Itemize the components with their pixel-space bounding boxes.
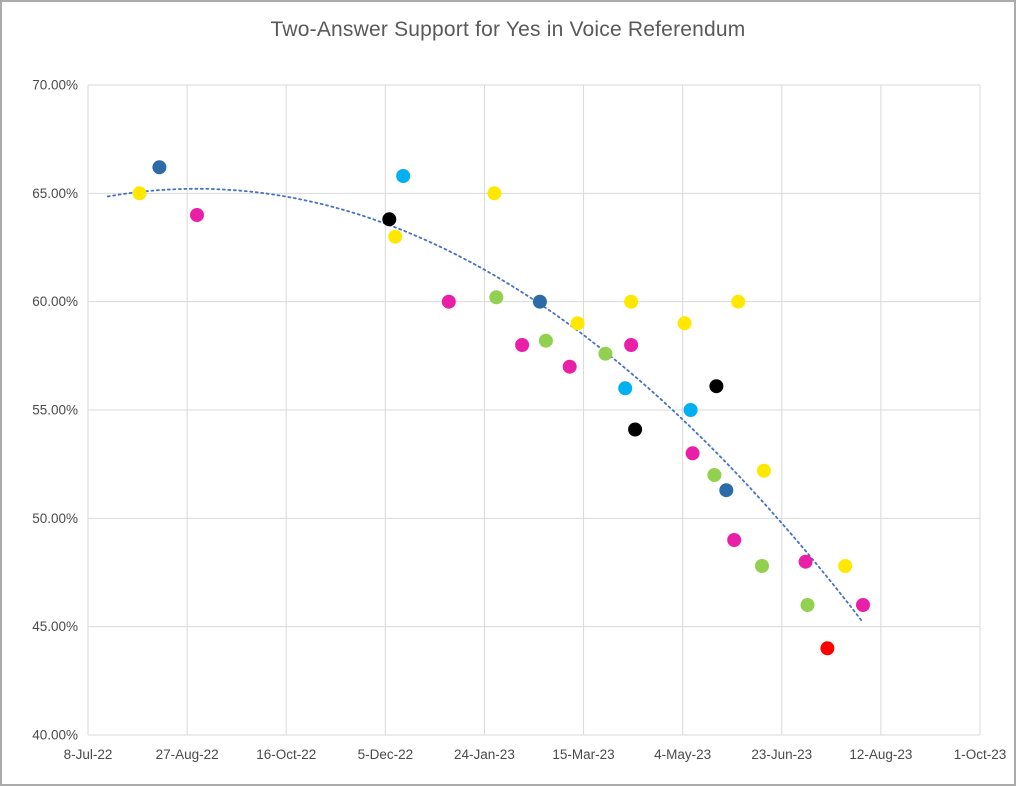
data-point — [598, 346, 613, 361]
x-axis-tick-label: 24-Jan-23 — [454, 747, 515, 762]
data-point — [820, 641, 835, 656]
data-point — [487, 186, 502, 201]
data-point — [441, 294, 456, 309]
x-axis-tick-label: 4-May-23 — [654, 747, 711, 762]
data-point — [731, 294, 746, 309]
data-point — [618, 381, 633, 396]
x-axis-tick-label: 5-Dec-22 — [358, 747, 414, 762]
data-point — [838, 559, 853, 573]
y-axis-tick-label: 65.00% — [32, 186, 78, 201]
data-point — [677, 316, 692, 331]
x-axis-tick-label: 8-Jul-22 — [64, 747, 113, 762]
data-point — [538, 333, 553, 348]
data-point — [856, 598, 870, 612]
x-axis-tick-label: 1-Oct-23 — [954, 747, 1007, 762]
data-point — [709, 379, 724, 394]
trendline — [106, 187, 864, 624]
y-axis-tick-label: 55.00% — [32, 403, 78, 418]
y-axis-tick-label: 40.00% — [32, 728, 78, 743]
data-point — [515, 338, 530, 352]
data-point — [388, 229, 403, 244]
data-point — [190, 208, 204, 222]
data-point — [396, 169, 411, 183]
x-axis-tick-label: 16-Oct-22 — [256, 747, 316, 762]
data-point — [719, 483, 734, 498]
data-point — [683, 403, 698, 417]
data-point — [624, 294, 639, 309]
data-point — [382, 212, 397, 227]
data-point — [800, 598, 815, 612]
data-point — [489, 290, 504, 305]
data-point — [685, 446, 700, 461]
data-point — [570, 316, 585, 331]
y-axis-tick-label: 45.00% — [32, 619, 78, 634]
y-axis-tick-label: 70.00% — [32, 78, 78, 93]
data-point — [707, 468, 722, 482]
data-point — [132, 186, 147, 201]
x-axis-tick-label: 27-Aug-22 — [156, 747, 219, 762]
data-point — [628, 422, 643, 437]
data-point — [532, 294, 547, 309]
y-axis-tick-label: 50.00% — [32, 511, 78, 526]
x-axis-tick-label: 23-Jun-23 — [751, 747, 812, 762]
data-point — [755, 559, 769, 573]
data-point — [624, 338, 639, 352]
data-point — [756, 463, 771, 478]
data-point — [798, 554, 813, 569]
data-point — [152, 160, 167, 175]
chart-title: Two-Answer Support for Yes in Voice Refe… — [270, 18, 746, 41]
y-axis-tick-label: 60.00% — [32, 294, 78, 309]
data-point — [727, 533, 742, 547]
x-axis-tick-label: 12-Aug-23 — [849, 747, 912, 762]
data-point — [562, 359, 577, 374]
x-axis-tick-label: 15-Mar-23 — [552, 747, 614, 762]
